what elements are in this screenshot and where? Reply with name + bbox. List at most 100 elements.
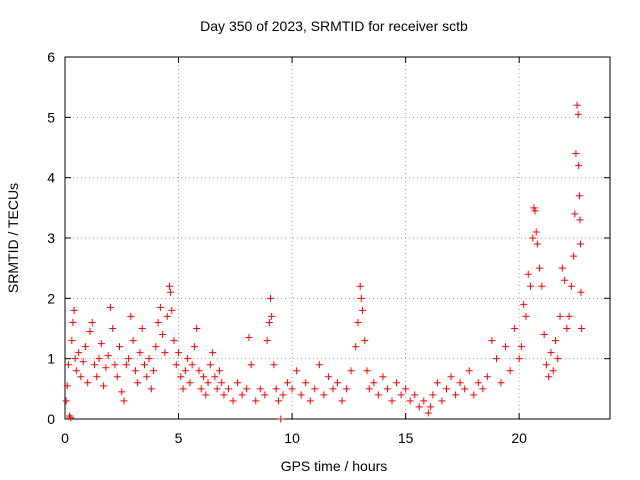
- data-point: [529, 234, 537, 242]
- data-point: [461, 385, 469, 393]
- data-point: [577, 288, 585, 296]
- data-point: [447, 373, 455, 381]
- y-tick-label: 5: [47, 109, 55, 125]
- data-point: [77, 373, 85, 381]
- data-point: [540, 331, 548, 339]
- data-point: [571, 210, 579, 218]
- data-point: [268, 312, 276, 320]
- data-point: [393, 379, 401, 387]
- chart-title: Day 350 of 2023, SRMTID for receiver sct…: [200, 18, 468, 34]
- data-point: [252, 397, 260, 405]
- data-point: [420, 397, 428, 405]
- data-point: [69, 318, 77, 326]
- data-point: [429, 391, 437, 399]
- data-point: [433, 379, 441, 387]
- data-point: [479, 385, 487, 393]
- data-point: [554, 355, 562, 363]
- data-point: [424, 409, 432, 417]
- data-point: [524, 270, 532, 278]
- data-point: [129, 337, 137, 345]
- data-point: [150, 367, 158, 375]
- x-tick-label: 0: [61, 430, 69, 446]
- data-point: [138, 325, 146, 332]
- data-point: [184, 355, 192, 363]
- data-point: [474, 379, 482, 387]
- data-point: [127, 312, 135, 320]
- data-point: [320, 391, 328, 399]
- data-point: [334, 379, 341, 387]
- data-point: [538, 282, 546, 290]
- data-point: [315, 361, 323, 369]
- data-point: [511, 325, 519, 332]
- data-point: [265, 318, 273, 326]
- data-point: [370, 379, 378, 387]
- data-point: [452, 391, 460, 399]
- data-point: [200, 373, 208, 381]
- data-point: [358, 306, 366, 314]
- data-point: [267, 294, 275, 302]
- data-point: [70, 306, 78, 314]
- data-point: [284, 379, 292, 387]
- y-tick-label: 1: [47, 351, 55, 367]
- data-point: [71, 355, 79, 363]
- data-point: [88, 318, 96, 326]
- data-point: [154, 318, 162, 326]
- data-point: [311, 385, 319, 393]
- data-point: [338, 397, 346, 405]
- data-point: [106, 303, 114, 311]
- data-point: [272, 385, 280, 393]
- y-tick-label: 2: [47, 290, 55, 306]
- y-tick-label: 4: [47, 170, 55, 186]
- data-point: [347, 367, 355, 375]
- data-point: [527, 282, 535, 290]
- data-point: [556, 312, 564, 320]
- data-point: [456, 379, 464, 387]
- data-point: [383, 385, 391, 393]
- data-point: [356, 282, 364, 290]
- y-tick-label: 6: [47, 49, 55, 65]
- y-axis-label: SRMTID / TECUs: [5, 183, 21, 293]
- data-point: [81, 343, 89, 351]
- data-point: [116, 343, 123, 351]
- data-point: [143, 373, 151, 381]
- data-point: [545, 373, 553, 381]
- data-point: [547, 349, 555, 357]
- data-point: [163, 312, 171, 320]
- data-point: [220, 391, 228, 399]
- data-point: [578, 325, 586, 332]
- data-point: [168, 306, 176, 314]
- data-point: [95, 355, 103, 363]
- data-point: [261, 391, 269, 399]
- data-point: [506, 367, 514, 375]
- data-point: [256, 385, 264, 393]
- data-point: [161, 349, 169, 357]
- data-point: [576, 240, 584, 248]
- data-point: [156, 303, 164, 311]
- x-tick-label: 15: [398, 430, 414, 446]
- data-point: [427, 403, 435, 411]
- data-point: [549, 367, 557, 375]
- data-point: [365, 385, 373, 393]
- data-point: [561, 276, 569, 284]
- data-point: [406, 397, 414, 405]
- data-point: [152, 343, 160, 351]
- data-point: [374, 391, 382, 399]
- data-point: [293, 367, 301, 375]
- data-point: [361, 337, 369, 345]
- data-point: [68, 337, 76, 345]
- data-point: [225, 385, 232, 393]
- data-point: [306, 397, 314, 405]
- data-point: [111, 361, 119, 369]
- data-point: [243, 385, 251, 393]
- data-point: [136, 349, 144, 357]
- data-point: [109, 325, 117, 332]
- data-point: [363, 367, 371, 375]
- data-point: [190, 343, 198, 351]
- data-point: [64, 361, 72, 369]
- data-point: [533, 240, 541, 248]
- data-point: [492, 355, 500, 363]
- data-point: [576, 216, 584, 224]
- data-point: [483, 373, 491, 381]
- data-point: [72, 367, 80, 375]
- data-point: [195, 367, 203, 375]
